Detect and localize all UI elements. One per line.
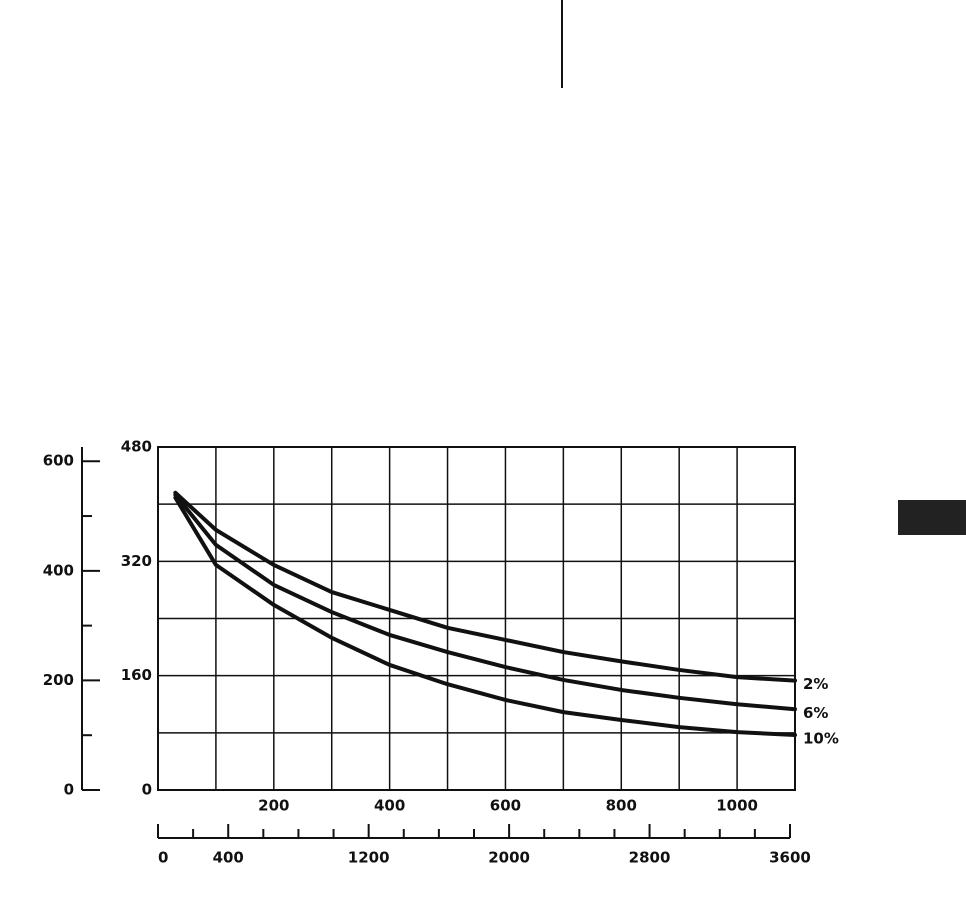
x-tick-label: 800 [606, 797, 637, 815]
tab-marker [898, 500, 966, 535]
x-tick-label: 1000 [716, 797, 758, 815]
curve [173, 490, 797, 683]
x-tick-label: 400 [374, 797, 405, 815]
x2-tick-label: 2800 [629, 849, 671, 867]
series-label: 2% [803, 675, 828, 693]
y-tick-label: 320 [121, 552, 152, 570]
y-tick-label: 160 [121, 666, 152, 684]
x2-tick-label: 0 [158, 849, 168, 867]
y2-tick-label: 0 [64, 781, 74, 799]
x2-tick-label: 1200 [348, 849, 390, 867]
x-tick-label: 600 [490, 797, 521, 815]
curve [173, 492, 797, 712]
x2-tick-label: 2000 [488, 849, 530, 867]
x2-tick-label: 3600 [769, 849, 811, 867]
y2-tick-label: 400 [43, 561, 74, 579]
y2-tick-label: 200 [43, 671, 74, 689]
x-tick-label: 200 [258, 797, 289, 815]
y-tick-label: 480 [121, 438, 152, 456]
y-tick-label: 0 [142, 781, 152, 799]
series-label: 10% [803, 729, 839, 747]
y2-tick-label: 600 [43, 452, 74, 470]
curve [173, 495, 797, 737]
x2-tick-label: 400 [213, 849, 244, 867]
series-label: 6% [803, 704, 828, 722]
